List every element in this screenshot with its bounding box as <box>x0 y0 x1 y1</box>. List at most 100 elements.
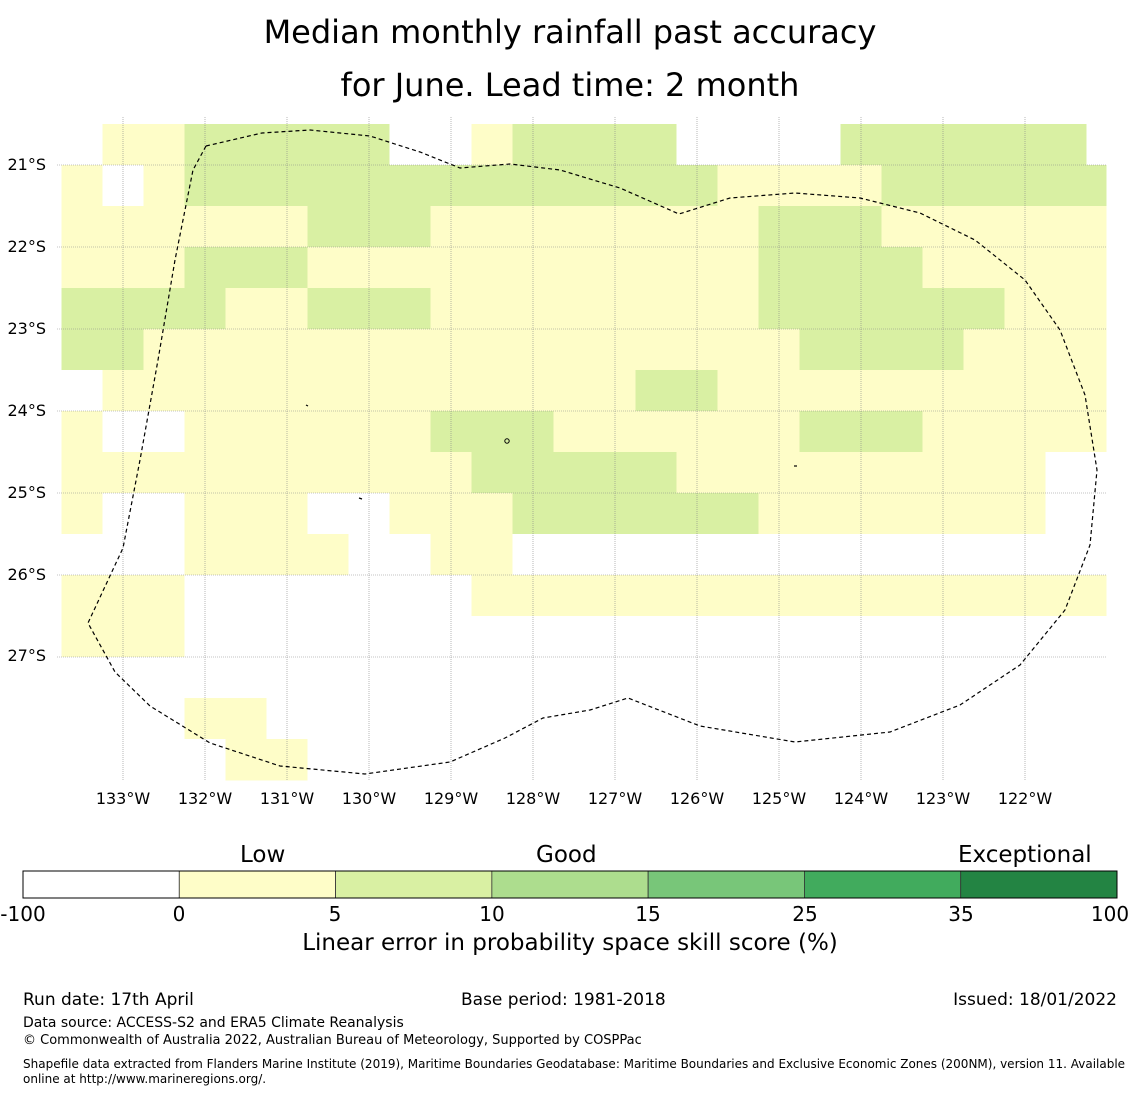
grid-cell <box>758 288 800 330</box>
map-gridlines <box>57 117 1106 780</box>
grid-cell <box>61 616 103 658</box>
grid-cell <box>553 616 595 658</box>
run-date: Run date: 17th April <box>23 990 194 1010</box>
grid-cell <box>881 452 923 494</box>
grid-cell <box>389 575 431 617</box>
grid-cell <box>881 698 923 740</box>
grid-cell <box>225 452 267 494</box>
grid-cell <box>266 616 308 658</box>
grid-cell <box>799 575 841 617</box>
grid-cell <box>225 534 267 576</box>
grid-cell <box>348 206 390 248</box>
grid-cell <box>840 698 882 740</box>
grid-cell <box>717 739 759 781</box>
grid-cell <box>143 616 185 658</box>
grid-cell <box>758 452 800 494</box>
data-source: Data source: ACCESS-S2 and ERA5 Climate … <box>23 1015 404 1031</box>
grid-cell <box>594 534 636 576</box>
grid-cell <box>1086 534 1107 576</box>
grid-cell <box>430 124 472 166</box>
grid-cell <box>881 411 923 453</box>
grid-cell <box>963 493 1005 535</box>
category-exceptional: Exceptional <box>958 842 1092 868</box>
grid-cell <box>1086 165 1107 207</box>
grid-cell <box>635 534 677 576</box>
grid-cell <box>1045 370 1087 412</box>
colorbar-segment <box>178 870 336 899</box>
colorbar-tick: 100 <box>1090 902 1130 926</box>
grid-cell <box>1086 575 1107 617</box>
category-good: Good <box>536 842 597 868</box>
grid-cell <box>102 616 144 658</box>
grid-cell <box>389 698 431 740</box>
grid-cell <box>307 657 349 699</box>
grid-cell <box>102 452 144 494</box>
grid-cell <box>717 616 759 658</box>
grid-cell <box>1045 452 1087 494</box>
grid-cell <box>758 124 800 166</box>
grid-cell <box>61 411 103 453</box>
grid-cell <box>471 124 513 166</box>
grid-cell <box>922 370 964 412</box>
grid-cell <box>840 452 882 494</box>
grid-cell <box>389 657 431 699</box>
grid-cell <box>1045 206 1087 248</box>
grid-cell <box>553 575 595 617</box>
lon-label: 123°W <box>915 789 971 808</box>
grid-cell <box>717 411 759 453</box>
grid-cell <box>471 411 513 453</box>
shapefile-credit: Shapefile data extracted from Flanders M… <box>23 1057 1126 1086</box>
grid-cell <box>840 124 882 166</box>
colorbar-segment <box>491 870 649 899</box>
island-outline <box>504 438 510 444</box>
grid-cell <box>102 206 144 248</box>
grid-cell <box>758 698 800 740</box>
grid-cell <box>389 739 431 781</box>
grid-cell <box>1045 247 1087 289</box>
grid-cell <box>635 288 677 330</box>
grid-cell <box>840 534 882 576</box>
grid-cell <box>963 616 1005 658</box>
grid-cell <box>61 329 103 371</box>
grid-cell <box>717 165 759 207</box>
grid-cell <box>1086 411 1107 453</box>
grid-cell <box>594 698 636 740</box>
grid-cell <box>717 493 759 535</box>
grid-cell <box>717 452 759 494</box>
map-title: Median monthly rainfall past accuracy fo… <box>0 6 1140 112</box>
grid-cell <box>102 698 144 740</box>
grid-cells <box>61 124 1107 781</box>
grid-cell <box>676 124 718 166</box>
grid-cell <box>922 124 964 166</box>
grid-cell <box>471 616 513 658</box>
grid-cell <box>635 124 677 166</box>
grid-cell <box>1004 452 1046 494</box>
grid-cell <box>799 288 841 330</box>
grid-cell <box>922 698 964 740</box>
grid-cell <box>471 329 513 371</box>
grid-cell <box>1086 288 1107 330</box>
grid-cell <box>676 288 718 330</box>
grid-cell <box>389 452 431 494</box>
grid-cell <box>963 124 1005 166</box>
grid-cell <box>184 698 226 740</box>
grid-cell <box>676 370 718 412</box>
grid-cell <box>266 452 308 494</box>
grid-cell <box>1004 370 1046 412</box>
grid-cell <box>1086 616 1107 658</box>
lon-label: 122°W <box>997 789 1053 808</box>
grid-cell <box>307 165 349 207</box>
grid-cell <box>184 616 226 658</box>
grid-cell <box>471 739 513 781</box>
grid-cell <box>307 534 349 576</box>
grid-cell <box>840 370 882 412</box>
lat-label: 26°S <box>7 565 46 584</box>
grid-cell <box>635 165 677 207</box>
grid-cell <box>184 534 226 576</box>
grid-cell <box>266 534 308 576</box>
grid-cell <box>635 452 677 494</box>
grid-cell <box>307 206 349 248</box>
grid-cell <box>1045 411 1087 453</box>
grid-cell <box>389 124 431 166</box>
grid-cell <box>1045 657 1087 699</box>
